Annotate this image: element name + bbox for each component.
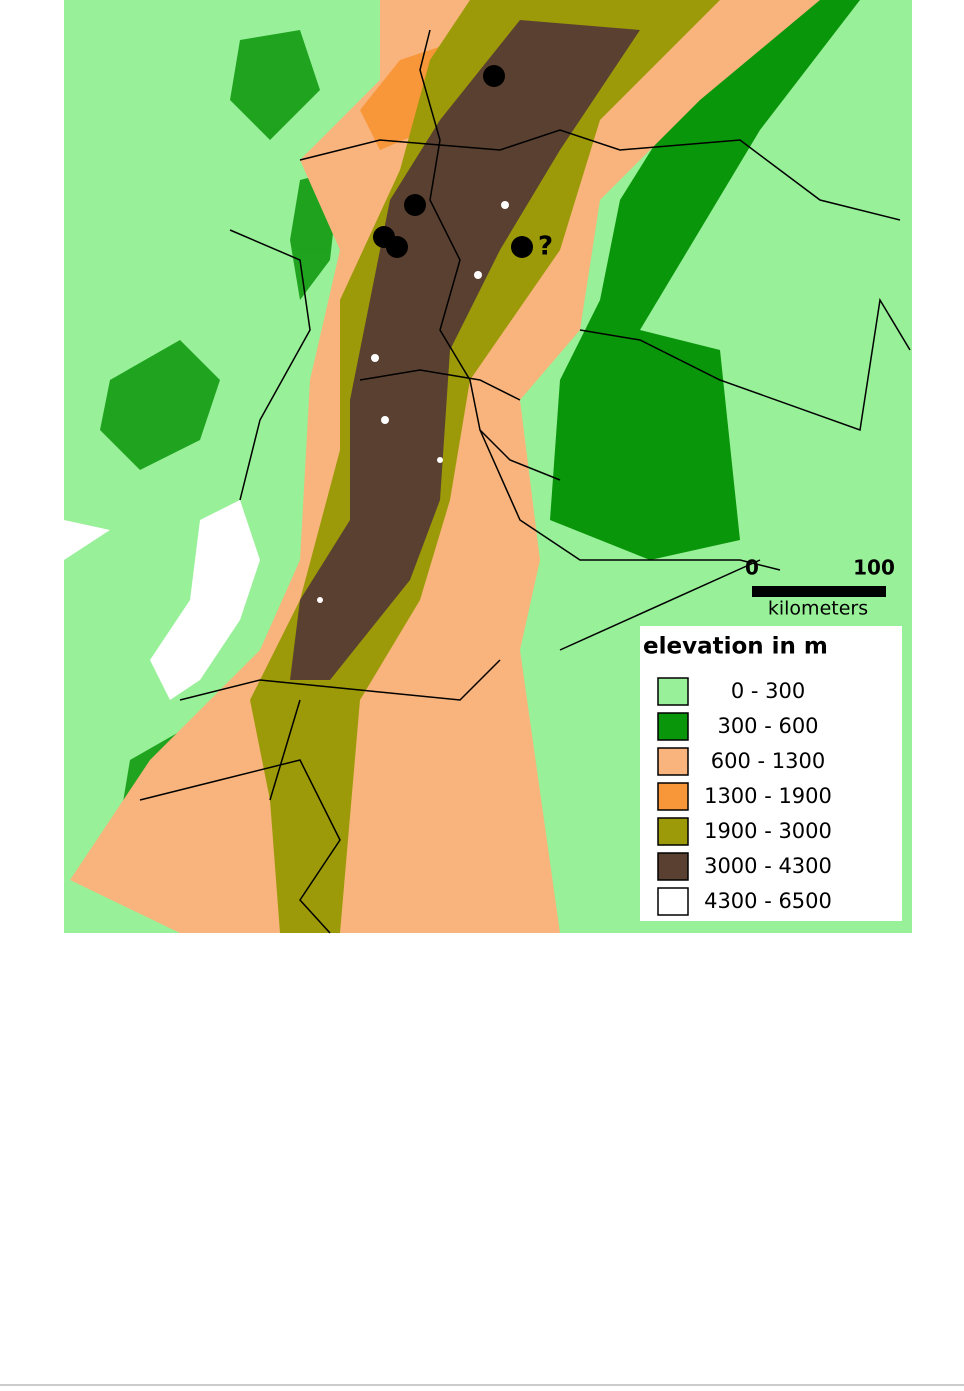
- legend-label: 300 - 600: [717, 714, 818, 738]
- legend-swatch: [657, 712, 689, 741]
- legend-label: 4300 - 6500: [704, 889, 832, 913]
- legend-swatch: [657, 677, 689, 706]
- legend-items: 0 - 300 300 - 600 600 - 1300 1300 - 1900 190…: [657, 677, 832, 916]
- legend-swatch: [657, 887, 689, 916]
- borders: [139, 29, 911, 934]
- legend-label: 1300 - 1900: [704, 784, 832, 808]
- legend-swatch: [657, 852, 689, 881]
- scale-end: 100: [853, 556, 895, 580]
- sites: [373, 65, 533, 258]
- legend-label: 3000 - 4300: [704, 854, 832, 878]
- legend-label: 600 - 1300: [711, 749, 825, 773]
- high-andes: [290, 20, 640, 680]
- legend-title: elevation in m: [643, 634, 828, 660]
- legend-label: 0 - 300: [731, 679, 805, 703]
- annotation: ?: [538, 232, 553, 262]
- peaks: [317, 201, 509, 603]
- scale-start: 0: [745, 556, 759, 580]
- legend-swatch: [657, 817, 689, 846]
- scale-unit: kilometers: [768, 598, 868, 620]
- legend-swatch: [657, 782, 689, 811]
- sea: [64, 520, 110, 560]
- legend-label: 1900 - 3000: [704, 819, 832, 843]
- legend-swatch: [657, 747, 689, 776]
- scale-bar: [752, 586, 886, 597]
- east-slope: [550, 0, 860, 560]
- coast: [64, 0, 360, 420]
- gulf: [150, 500, 260, 700]
